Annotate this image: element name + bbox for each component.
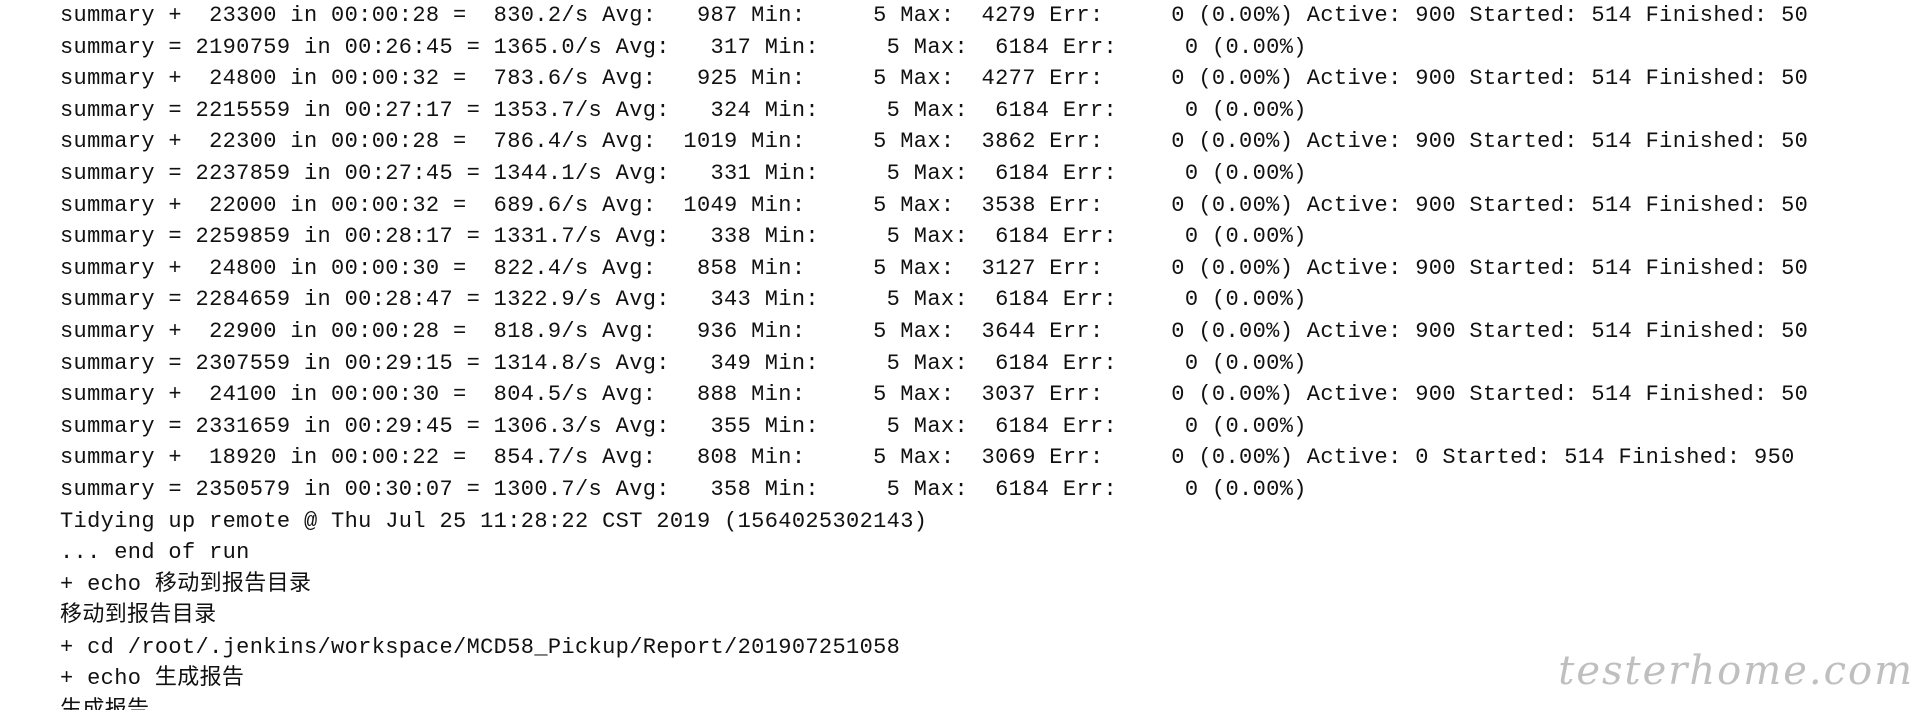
console-output: summary + 23300 in 00:00:28 = 830.2/s Av…	[60, 0, 1920, 710]
console-line: summary = 2307559 in 00:29:15 = 1314.8/s…	[60, 350, 1307, 376]
console-line: Tidying up remote @ Thu Jul 25 11:28:22 …	[60, 508, 928, 534]
console-line: summary = 2259859 in 00:28:17 = 1331.7/s…	[60, 224, 1307, 250]
console-line: summary + 22000 in 00:00:32 = 689.6/s Av…	[60, 192, 1809, 218]
console-line: summary = 2331659 in 00:29:45 = 1306.3/s…	[60, 413, 1307, 439]
console-line: summary + 22300 in 00:00:28 = 786.4/s Av…	[60, 129, 1809, 155]
console-line: summary + 22900 in 00:00:28 = 818.9/s Av…	[60, 318, 1809, 344]
watermark-logo: testerhome.com	[1558, 648, 1914, 694]
console-line: summary = 2215559 in 00:27:17 = 1353.7/s…	[60, 97, 1307, 123]
console-line: summary + 18920 in 00:00:22 = 854.7/s Av…	[60, 445, 1795, 471]
console-line: + echo 移动到报告目录	[60, 571, 312, 597]
console-line: + cd /root/.jenkins/workspace/MCD58_Pick…	[60, 634, 901, 660]
console-line: summary = 2190759 in 00:26:45 = 1365.0/s…	[60, 34, 1307, 60]
console-line: summary + 24800 in 00:00:30 = 822.4/s Av…	[60, 255, 1809, 281]
console-line: summary = 2284659 in 00:28:47 = 1322.9/s…	[60, 287, 1307, 313]
console-line: + echo 生成报告	[60, 666, 245, 692]
console-line: summary + 24800 in 00:00:32 = 783.6/s Av…	[60, 66, 1809, 92]
console-line: summary + 23300 in 00:00:28 = 830.2/s Av…	[60, 3, 1809, 28]
console-line: ... end of run	[60, 540, 250, 566]
console-line: summary = 2350579 in 00:30:07 = 1300.7/s…	[60, 476, 1307, 502]
console-line: 移动到报告目录	[60, 603, 217, 629]
console-line: summary = 2237859 in 00:27:45 = 1344.1/s…	[60, 160, 1307, 186]
console-line: summary + 24100 in 00:00:30 = 804.5/s Av…	[60, 382, 1809, 408]
console-line: 生成报告	[60, 695, 1920, 710]
